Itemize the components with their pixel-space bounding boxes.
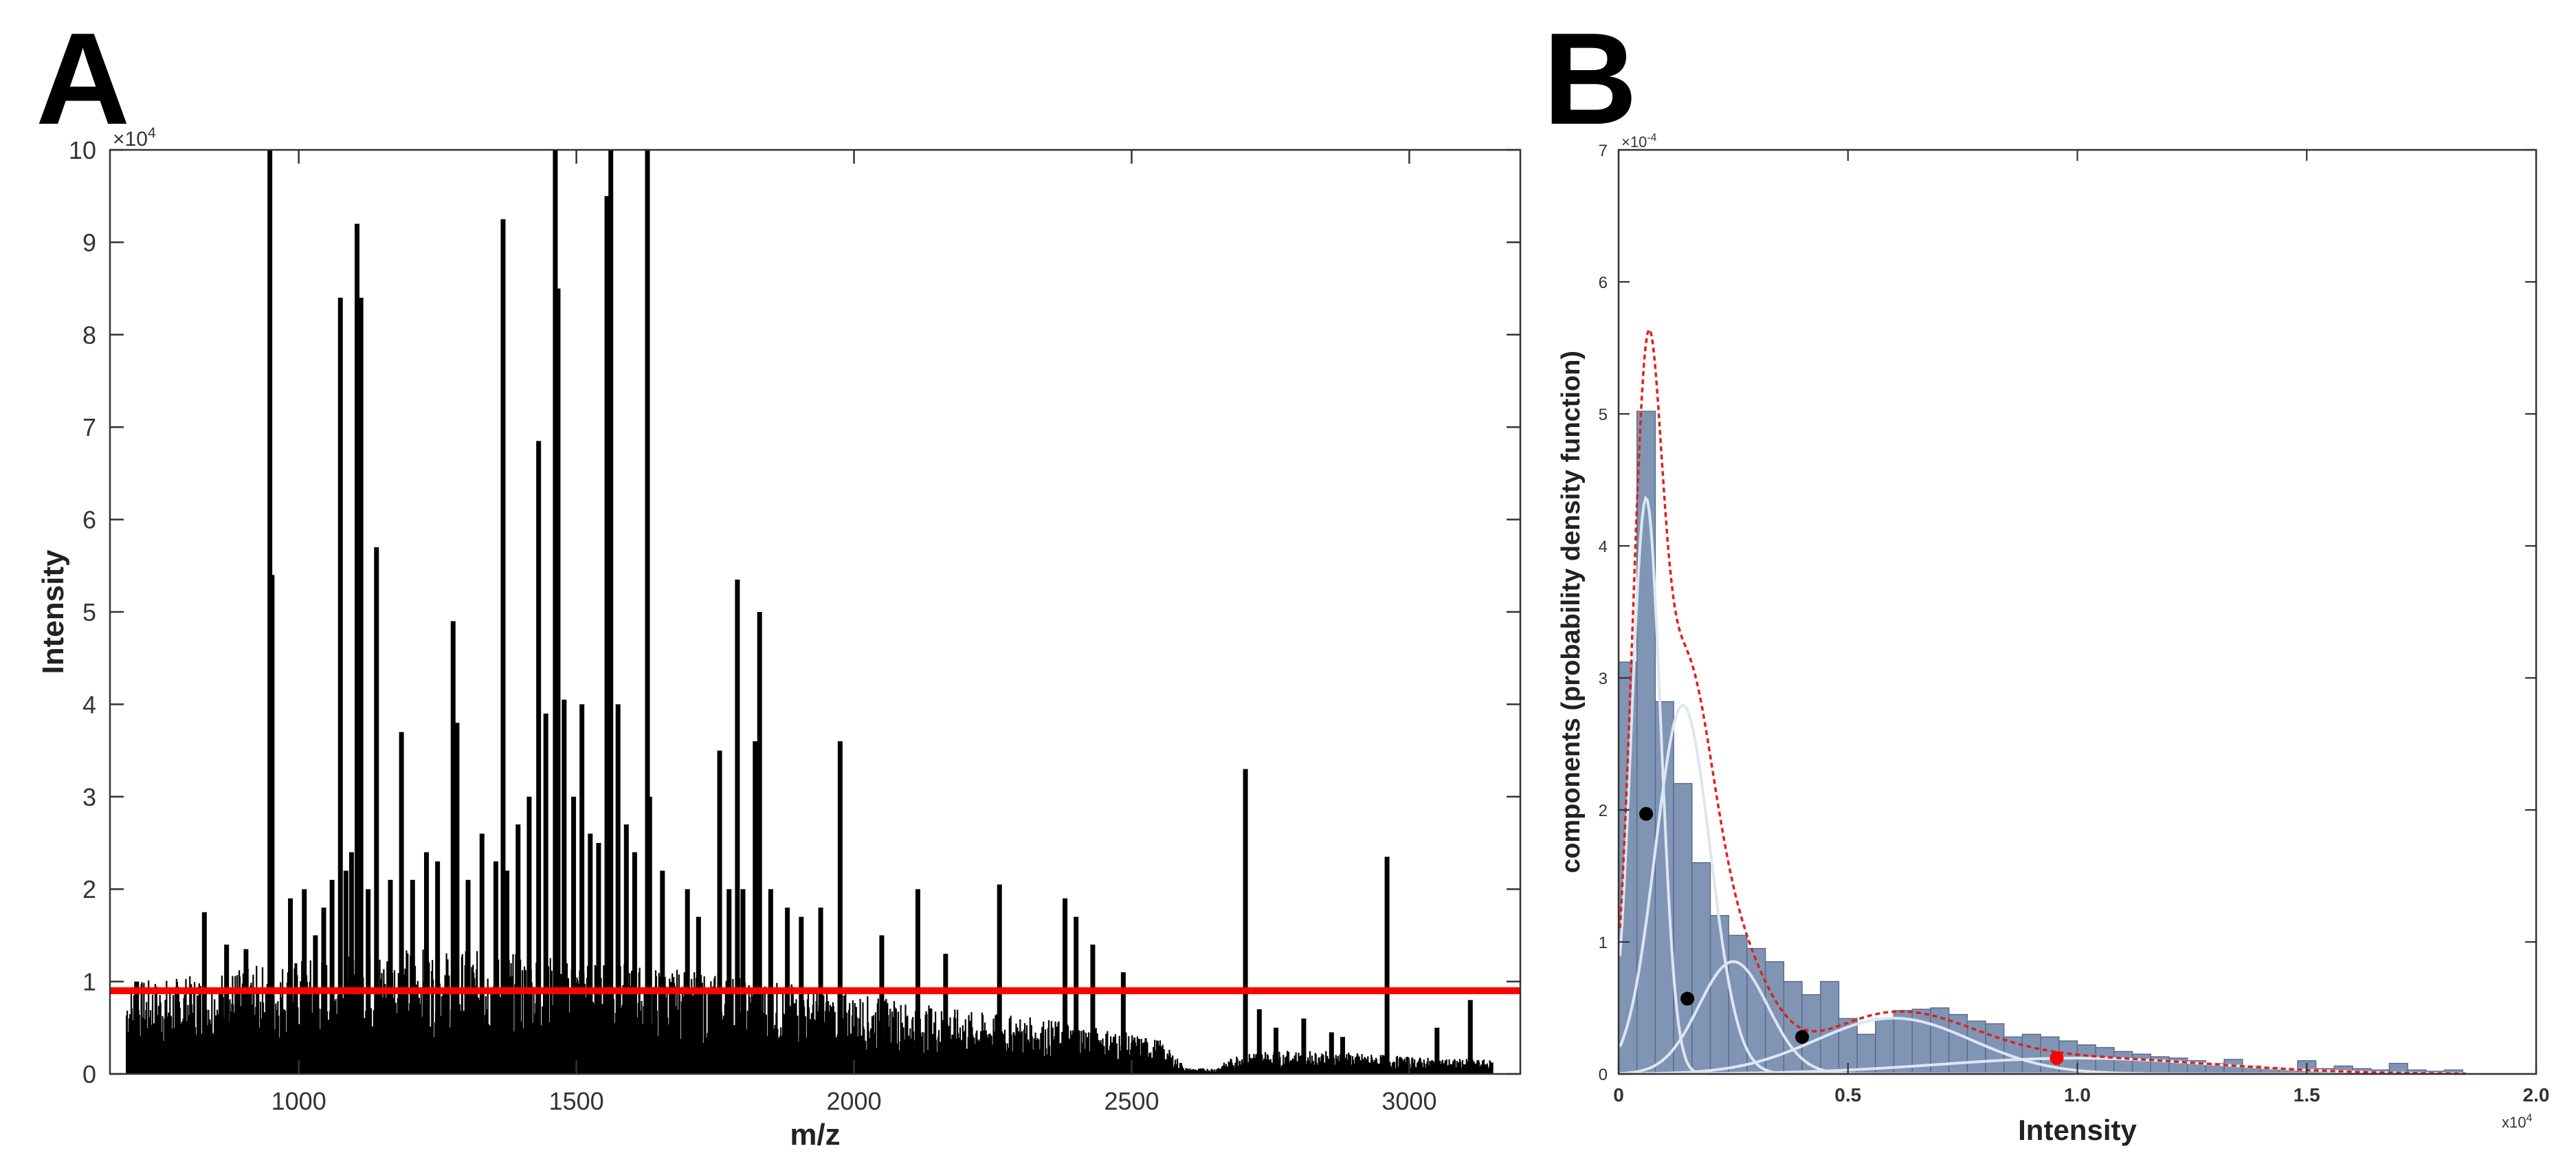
x-axis-label: m/z: [790, 1118, 840, 1152]
histogram-bar: [1966, 1020, 1986, 1075]
histogram-bar: [1673, 782, 1693, 1075]
histogram-bar: [1654, 701, 1674, 1075]
y-tick-label: 0: [82, 1060, 96, 1088]
histogram-bar: [2095, 1046, 2115, 1075]
histogram-bar: [1691, 862, 1711, 1075]
panel-a-letter: A: [36, 6, 130, 152]
y-tick-label: 4: [82, 690, 96, 718]
x-tick-label: 3000: [1381, 1087, 1436, 1115]
histogram-bar: [1875, 1018, 1895, 1075]
component-marker: [1795, 1030, 1809, 1044]
x-tick-label: 1.0: [2064, 1084, 2091, 1106]
component-marker: [1680, 991, 1695, 1006]
histogram-bar: [2131, 1053, 2152, 1075]
x-axis-label: Intensity: [2018, 1114, 2137, 1146]
y-tick-label: 6: [82, 506, 96, 534]
y-tick-label: 7: [1599, 142, 1608, 160]
x-tick-label: 1000: [271, 1087, 326, 1115]
x-tick-label: 2.0: [2523, 1084, 2550, 1106]
histogram-bar: [1636, 410, 1656, 1075]
panel-b-letter: B: [1543, 6, 1637, 152]
y-tick-label: 1: [1599, 934, 1608, 952]
y-tick-label: 5: [1599, 406, 1608, 424]
y-tick-label: 10: [69, 136, 96, 164]
x-tick-label: 1.5: [2294, 1084, 2320, 1106]
y-tick-label: 3: [82, 783, 96, 811]
y-scale-exponent: ×104: [113, 124, 156, 151]
plot-frame-b: [1617, 149, 2538, 1075]
histogram-bar: [1930, 1007, 1950, 1075]
spectrum-chart: 0 1 2 3 4 5 6 7 8 9 10 1000 1500 2000 2500 3000 ×104 m/z I…: [36, 124, 1522, 1152]
y-tick-label: 6: [1599, 274, 1608, 292]
mixture-total-curve: [1619, 326, 2466, 1075]
y-tick-label: 1: [82, 968, 96, 996]
y-tick-label: 4: [1599, 538, 1608, 556]
y-tick-label: 0: [1599, 1066, 1608, 1084]
y-axis-label: components (probability density function…: [1557, 351, 1586, 873]
y-axis-label: Intensity: [36, 549, 70, 674]
y-tick-label: 2: [1599, 802, 1608, 820]
mixture-histogram-chart: 0 1 2 3 4 5 6 7 0 0.5 1.0 1.5 2.0 ×10-4 x104 Intensity c…: [1557, 132, 2549, 1146]
y-tick-label: 2: [82, 875, 96, 903]
x-tick-label: 1500: [549, 1087, 604, 1115]
y-tick-label: 7: [82, 413, 96, 441]
x-tick-label: 2500: [1104, 1087, 1159, 1115]
x-tick-label: 2000: [827, 1087, 882, 1115]
histogram-bar: [1709, 914, 1729, 1075]
histogram-bar: [2113, 1051, 2133, 1075]
y-tick-label: 5: [82, 598, 96, 626]
x-scale-exponent: x104: [2502, 1112, 2532, 1131]
threshold-marker: [2050, 1051, 2064, 1065]
component-marker: [1639, 806, 1654, 821]
y-tick-label: 9: [82, 228, 96, 256]
x-tick-label: 0.5: [1834, 1084, 1861, 1106]
y-scale-exponent: ×10-4: [1621, 132, 1657, 151]
y-tick-label: 8: [82, 321, 96, 349]
x-tick-label: 0: [1613, 1084, 1624, 1106]
histogram-bar: [1618, 661, 1638, 1075]
histogram-bar: [1728, 934, 1748, 1075]
histogram-bar: [2021, 1033, 2041, 1075]
y-tick-label: 3: [1599, 670, 1608, 688]
